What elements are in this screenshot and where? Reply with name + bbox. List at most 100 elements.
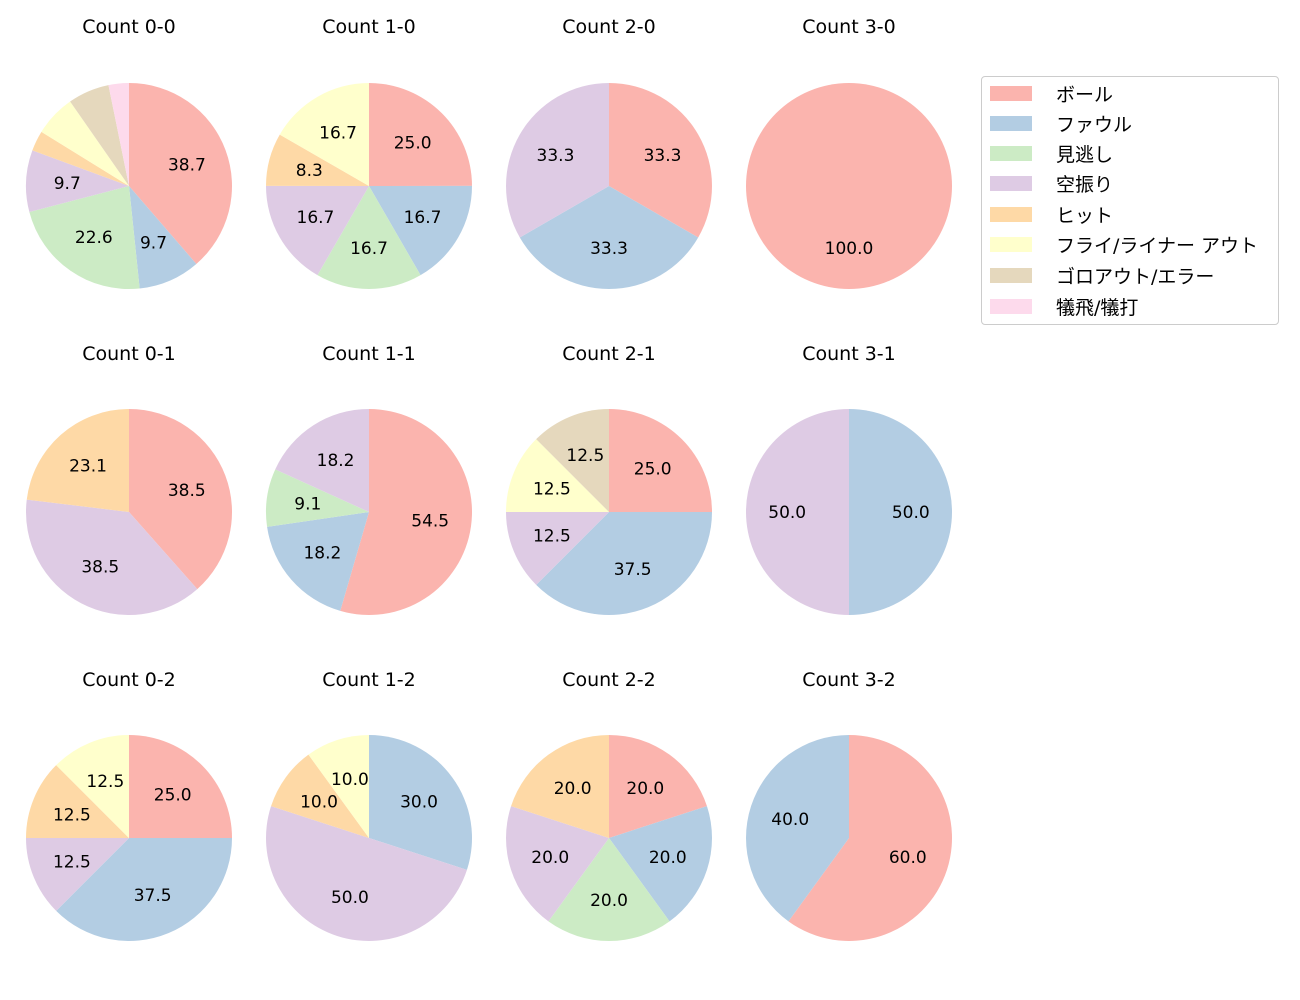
slice-percent-label: 18.2 — [303, 544, 341, 564]
pie-slice — [26, 409, 130, 512]
pie-slice — [788, 735, 952, 942]
pie-slice — [548, 838, 670, 941]
pie-panel: Count 3-2 60.0 40.0 — [729, 0, 969, 1000]
slice-percent-label: 16.7 — [297, 208, 335, 228]
pie-panel: Count 2-1 25.0 37.5 12.5 12.5 12.5 — [489, 0, 729, 1000]
pie-title: Count 1-0 — [322, 16, 416, 38]
slice-percent-label: 22.6 — [75, 228, 113, 248]
pie-slice — [317, 186, 421, 290]
legend-label: ファウル — [1056, 113, 1133, 136]
pie-slice — [271, 754, 369, 838]
pie-chart: 25.0 37.5 12.5 12.5 12.5 — [25, 735, 233, 941]
pie-slice — [536, 512, 712, 615]
pie-slice — [506, 806, 609, 922]
pie-slice — [279, 83, 369, 186]
slice-percent-label: 37.5 — [614, 560, 652, 580]
slice-percent-label: 8.3 — [296, 161, 323, 181]
pie-chart: 60.0 40.0 — [746, 735, 952, 942]
pie-slice — [746, 83, 952, 289]
slice-percent-label: 33.3 — [644, 146, 682, 166]
pie-slice — [506, 439, 609, 512]
pie-slice — [266, 469, 369, 527]
pie-title: Count 3-2 — [802, 669, 896, 691]
pie-title: Count 1-2 — [322, 669, 416, 691]
pie-slice — [129, 735, 232, 838]
legend-item-called-strike: 見逃し — [990, 139, 1113, 167]
pie-slice — [340, 409, 472, 616]
pie-slice — [129, 409, 232, 590]
legend-label: 見逃し — [1056, 143, 1114, 166]
pie-chart: 54.5 18.2 9.1 18.2 — [266, 409, 472, 616]
slice-percent-label: 12.5 — [86, 772, 124, 792]
pie-title: Count 1-1 — [322, 343, 416, 365]
slice-percent-label: 100.0 — [825, 239, 874, 259]
pie-slice — [609, 806, 712, 922]
legend-label: ヒット — [1056, 204, 1114, 227]
pie-title: Count 0-2 — [82, 669, 176, 691]
pie-slice — [267, 512, 369, 611]
slice-percent-label: 20.0 — [649, 848, 687, 868]
legend-item-hit: ヒット — [990, 200, 1113, 228]
slice-percent-label: 33.3 — [590, 239, 628, 259]
slice-percent-label: 20.0 — [554, 779, 592, 799]
slice-percent-label: 10.0 — [300, 793, 338, 813]
pie-slice — [266, 185, 369, 276]
pie-panel: Count 2-0 33.3 33.3 33.3 — [489, 0, 729, 1000]
pie-chart: 25.0 16.7 16.7 16.7 8.3 16.7 — [266, 83, 472, 290]
legend-swatch — [990, 236, 1032, 252]
legend-swatch — [990, 298, 1032, 314]
pie-title: Count 2-1 — [562, 343, 656, 365]
pie-chart: 50.0 50.0 — [746, 409, 952, 615]
pie-chart: 33.3 33.3 33.3 — [506, 83, 712, 289]
pie-slice — [26, 765, 129, 838]
slice-percent-label: 9.7 — [54, 174, 81, 194]
pie-title: Count 3-1 — [802, 343, 896, 365]
pie-panel: Count 1-1 54.5 18.2 9.1 18.2 — [249, 0, 489, 1000]
slice-percent-label: 16.7 — [319, 123, 357, 143]
legend-swatch — [990, 175, 1032, 191]
pie-slice — [609, 83, 712, 238]
pie-panel: Count 1-2 30.0 50.0 10.0 10.0 — [249, 0, 489, 1000]
pie-panel: Count 0-1 38.5 38.5 23.1 — [9, 0, 249, 1000]
pie-slice — [275, 409, 369, 512]
pie-title: Count 3-0 — [802, 16, 896, 38]
slice-percent-label: 12.5 — [53, 805, 91, 825]
pie-panel: Count 1-0 25.0 16.7 16.7 16.7 8.3 16.7 — [249, 0, 489, 1000]
pie-title: Count 0-0 — [82, 16, 176, 38]
pie-panel: Count 3-0 100.0 — [729, 0, 969, 1000]
pie-chart: 100.0 — [746, 83, 952, 289]
pie-slice — [56, 838, 233, 941]
pie-panel: Count 0-2 25.0 37.5 12.5 12.5 12.5 — [9, 0, 249, 1000]
legend-label: フライ/ライナー アウト — [1056, 234, 1259, 257]
slice-percent-label: 38.7 — [168, 155, 206, 175]
pie-slice — [70, 85, 129, 186]
pie-slice — [26, 499, 198, 616]
legend-label: ボール — [1056, 83, 1114, 106]
pie-slice — [129, 83, 232, 264]
slice-percent-label: 12.5 — [533, 479, 571, 499]
legend-swatch — [990, 85, 1032, 101]
pie-slice — [369, 735, 472, 870]
slice-percent-label: 23.1 — [69, 457, 107, 477]
legend-label: 空振り — [1056, 173, 1114, 196]
slice-percent-label: 16.7 — [350, 239, 388, 259]
slice-percent-label: 50.0 — [331, 888, 369, 908]
pie-panel: Count 2-2 20.0 20.0 20.0 20.0 20.0 — [489, 0, 729, 1000]
pie-chart: 20.0 20.0 20.0 20.0 20.0 — [506, 735, 712, 941]
pie-chart: 38.5 38.5 23.1 — [26, 409, 232, 616]
pie-slice — [56, 735, 130, 838]
pie-slice — [506, 83, 609, 238]
pie-slice — [849, 409, 952, 615]
legend-item-sacrifice: 犠飛/犠打 — [990, 292, 1138, 320]
pie-title: Count 2-0 — [562, 16, 656, 38]
slice-percent-label: 25.0 — [154, 785, 192, 805]
pie-slice — [108, 83, 129, 186]
legend-swatch — [990, 206, 1032, 222]
slice-percent-label: 9.1 — [294, 494, 321, 514]
pie-title: Count 2-2 — [562, 669, 656, 691]
legend-swatch — [990, 145, 1032, 161]
slice-percent-label: 33.3 — [537, 146, 575, 166]
slice-percent-label: 38.5 — [168, 481, 206, 501]
slice-percent-label: 9.7 — [140, 234, 167, 254]
